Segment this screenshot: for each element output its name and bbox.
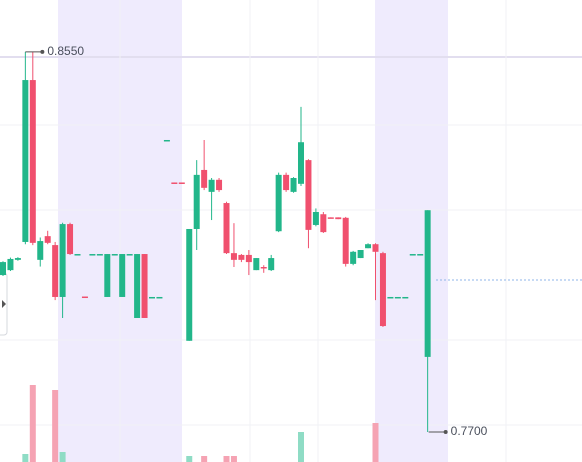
session-band (375, 0, 448, 462)
candle-body (141, 254, 148, 318)
candle-body (156, 296, 163, 299)
candle-body (104, 254, 111, 297)
candle-body (394, 296, 401, 299)
scroll-handle[interactable] (0, 272, 8, 336)
candle-body (372, 244, 379, 252)
candle-body (193, 174, 200, 229)
candle-body (335, 217, 342, 220)
candle-body (111, 254, 118, 256)
volume-bar (230, 456, 237, 462)
candle-body (320, 214, 327, 233)
candle-body (268, 258, 275, 271)
candle-body (409, 254, 416, 256)
candle-body (67, 224, 74, 255)
candle-body (208, 179, 215, 192)
candle-body (365, 244, 372, 249)
candle-body (238, 254, 245, 260)
candle-body (44, 236, 51, 243)
candle-body (253, 258, 260, 271)
annotation-dot (443, 430, 448, 435)
candle-body (163, 139, 170, 142)
candle-body (327, 217, 334, 219)
annotation-dot (40, 49, 45, 54)
candle-body (7, 258, 14, 271)
candle-body (149, 296, 155, 299)
candle-body (59, 224, 66, 297)
candle-body (22, 80, 29, 242)
candle-body (298, 142, 304, 184)
candle-body (0, 262, 6, 276)
annotation-label: 0.7700 (451, 424, 488, 438)
candle-body (37, 241, 44, 260)
candle-body (201, 169, 208, 188)
candle-body (275, 174, 282, 232)
candle-body (81, 296, 88, 299)
candle-body (245, 254, 252, 263)
candle-body (171, 182, 178, 184)
candle-body (350, 251, 357, 264)
candle-body (357, 250, 364, 259)
candle-body (14, 258, 21, 260)
candle-body (290, 178, 297, 192)
volume-bar (59, 452, 66, 462)
candle-body (387, 296, 394, 299)
candle-body (216, 179, 223, 191)
candle-body (424, 210, 431, 357)
candle-body (342, 217, 349, 264)
volume-bar (298, 432, 304, 462)
candle-body (379, 253, 386, 327)
candle-body (126, 254, 133, 256)
annotation-label: 0.8550 (47, 44, 84, 58)
candle-body (134, 254, 141, 318)
volume-bar (22, 454, 29, 462)
candle-body (178, 182, 185, 184)
volume-bar (29, 385, 36, 462)
candle-body (89, 254, 96, 256)
volume-bar (201, 456, 208, 462)
candle-body (417, 254, 424, 256)
volume-bar (223, 456, 230, 462)
candle-body (186, 228, 193, 341)
candle-body (402, 296, 409, 299)
volume-bar (186, 456, 193, 462)
volume-bar (52, 390, 59, 462)
candle-body (283, 174, 290, 191)
candle-body (260, 267, 267, 269)
candle-body (312, 211, 319, 225)
candle-body (230, 253, 237, 260)
candle-body (223, 203, 230, 254)
candle-body (52, 245, 59, 297)
volume-bar (372, 423, 379, 462)
candle-body (74, 254, 81, 256)
candle-body (305, 160, 312, 230)
candle-body (119, 254, 126, 297)
candle-body (96, 254, 103, 256)
candle-body (29, 80, 36, 243)
